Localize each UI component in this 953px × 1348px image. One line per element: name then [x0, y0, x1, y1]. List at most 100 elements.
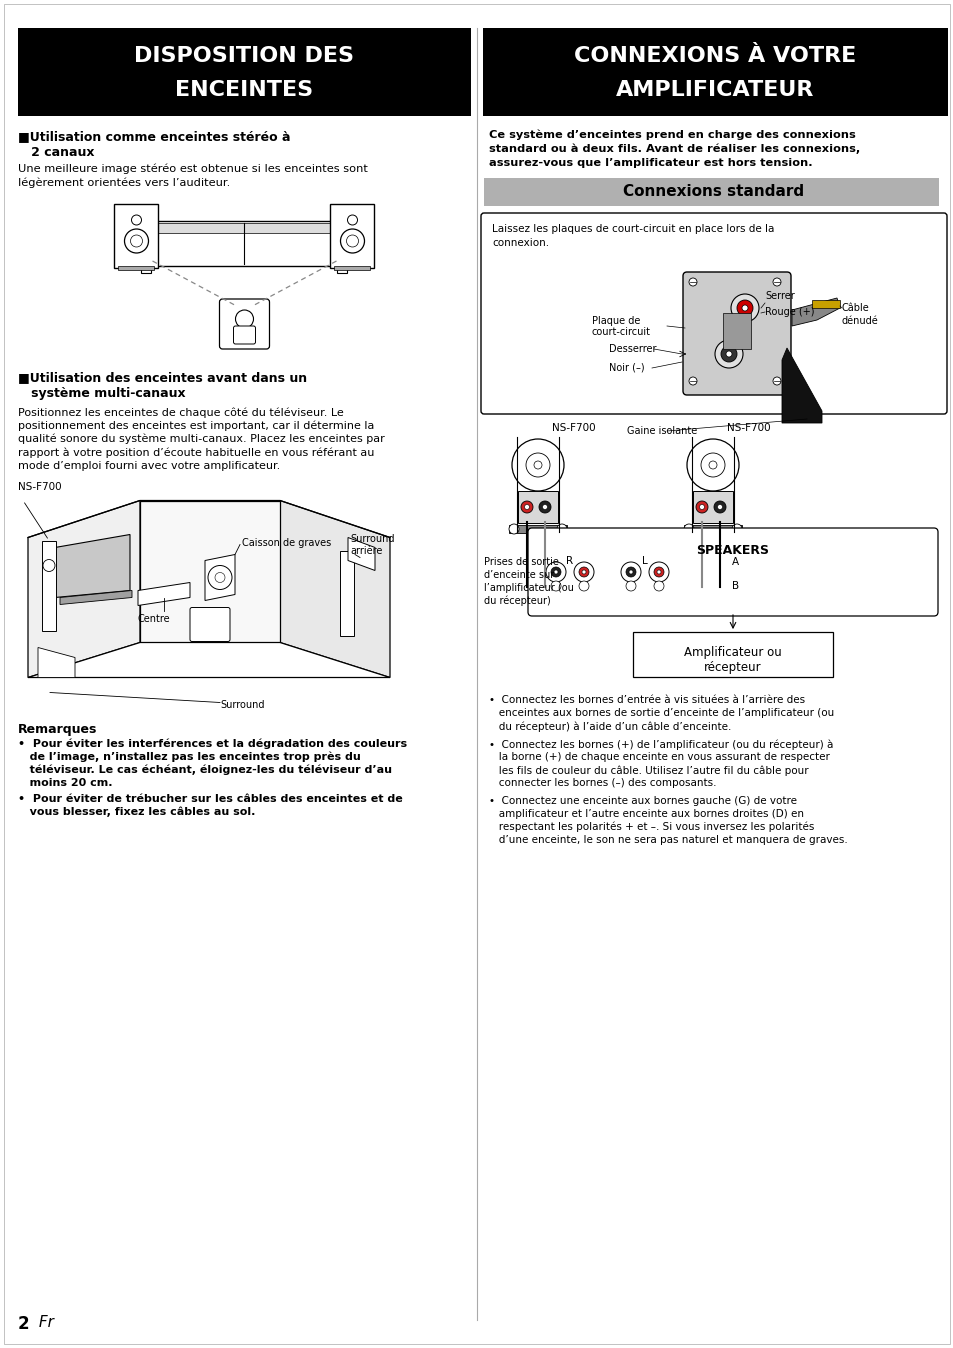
Text: d’une enceinte, le son ne sera pas naturel et manquera de graves.: d’une enceinte, le son ne sera pas natur…	[489, 834, 847, 845]
FancyBboxPatch shape	[219, 299, 269, 349]
Text: récepteur: récepteur	[703, 661, 761, 674]
Text: 2 canaux: 2 canaux	[18, 146, 94, 159]
Text: du récepteur): du récepteur)	[483, 596, 550, 607]
Circle shape	[628, 570, 633, 574]
Text: Gaine isolante: Gaine isolante	[626, 426, 697, 435]
FancyBboxPatch shape	[150, 221, 339, 266]
Text: Centre: Centre	[138, 615, 171, 624]
Circle shape	[714, 340, 742, 368]
Circle shape	[654, 568, 663, 577]
Polygon shape	[205, 554, 234, 600]
Circle shape	[654, 581, 663, 590]
Circle shape	[578, 581, 588, 590]
FancyBboxPatch shape	[42, 541, 56, 631]
Text: •  Pour éviter de trébucher sur les câbles des enceintes et de: • Pour éviter de trébucher sur les câble…	[18, 794, 402, 803]
Text: Serrer: Serrer	[764, 291, 794, 301]
FancyBboxPatch shape	[683, 524, 741, 532]
Text: enceintes aux bornes de sortie d’enceinte de l’amplificateur (ou: enceintes aux bornes de sortie d’enceint…	[489, 708, 833, 718]
Circle shape	[557, 524, 566, 534]
Circle shape	[551, 581, 560, 590]
Text: AMPLIFICATEUR: AMPLIFICATEUR	[616, 80, 814, 100]
Circle shape	[683, 524, 693, 534]
FancyBboxPatch shape	[339, 550, 354, 635]
FancyBboxPatch shape	[141, 218, 152, 274]
Text: d’enceinte sur: d’enceinte sur	[483, 570, 554, 580]
Circle shape	[696, 501, 707, 514]
Circle shape	[581, 570, 585, 574]
Text: Ce système d’enceintes prend en charge des connexions: Ce système d’enceintes prend en charge d…	[489, 129, 855, 140]
Text: positionnement des enceintes est important, car il détermine la: positionnement des enceintes est importa…	[18, 421, 374, 431]
Text: •  Connectez une enceinte aux bornes gauche (G) de votre: • Connectez une enceinte aux bornes gauc…	[489, 797, 796, 806]
Circle shape	[648, 562, 668, 582]
FancyBboxPatch shape	[811, 301, 840, 307]
Text: vous blesser, fixez les câbles au sol.: vous blesser, fixez les câbles au sol.	[18, 806, 255, 817]
Text: respectant les polarités + et –. Si vous inversez les polarités: respectant les polarités + et –. Si vous…	[489, 822, 814, 833]
Text: Caisson de graves: Caisson de graves	[242, 538, 331, 547]
Text: Noir (–): Noir (–)	[608, 363, 644, 373]
Text: l’amplificateur (ou: l’amplificateur (ou	[483, 582, 574, 593]
Text: •  Connectez les bornes d’entrée à vis situées à l’arrière des: • Connectez les bornes d’entrée à vis si…	[489, 696, 804, 705]
Text: Une meilleure image stéréo est obtenue si les enceintes sont: Une meilleure image stéréo est obtenue s…	[18, 164, 368, 174]
Text: de l’image, n’installez pas les enceintes trop près du: de l’image, n’installez pas les enceinte…	[18, 751, 360, 762]
Text: Fr: Fr	[34, 1316, 53, 1330]
Text: rapport à votre position d’écoute habituelle en vous référant au: rapport à votre position d’écoute habitu…	[18, 448, 374, 458]
Circle shape	[542, 504, 547, 510]
Circle shape	[625, 568, 636, 577]
Text: standard ou à deux fils. Avant de réaliser les connexions,: standard ou à deux fils. Avant de réalis…	[489, 144, 860, 155]
FancyBboxPatch shape	[114, 204, 158, 268]
Text: arrière: arrière	[350, 546, 382, 555]
Circle shape	[737, 301, 752, 315]
FancyBboxPatch shape	[18, 28, 471, 116]
Text: amplificateur et l’autre enceinte aux bornes droites (D) en: amplificateur et l’autre enceinte aux bo…	[489, 809, 803, 820]
Text: •  Connectez les bornes (+) de l’amplificateur (ou du récepteur) à: • Connectez les bornes (+) de l’amplific…	[489, 739, 833, 749]
FancyBboxPatch shape	[335, 266, 370, 270]
FancyBboxPatch shape	[152, 222, 337, 233]
FancyBboxPatch shape	[527, 528, 937, 616]
Circle shape	[574, 562, 594, 582]
Text: système multi-canaux: système multi-canaux	[18, 387, 186, 400]
FancyBboxPatch shape	[722, 313, 750, 349]
FancyBboxPatch shape	[480, 213, 946, 414]
FancyBboxPatch shape	[337, 218, 347, 274]
Text: Positionnez les enceintes de chaque côté du téléviseur. Le: Positionnez les enceintes de chaque côté…	[18, 407, 343, 418]
Text: ENCEINTES: ENCEINTES	[175, 80, 314, 100]
FancyBboxPatch shape	[483, 178, 938, 206]
FancyBboxPatch shape	[509, 524, 566, 532]
Circle shape	[688, 377, 697, 386]
Circle shape	[713, 501, 725, 514]
Circle shape	[524, 504, 529, 510]
Circle shape	[578, 568, 588, 577]
Text: qualité sonore du système multi-canaux. Placez les enceintes par: qualité sonore du système multi-canaux. …	[18, 434, 384, 445]
Text: •  Pour éviter les interférences et la dégradation des couleurs: • Pour éviter les interférences et la dé…	[18, 739, 407, 749]
Text: CONNEXIONS À VOTRE: CONNEXIONS À VOTRE	[574, 46, 856, 66]
Text: Rouge (+): Rouge (+)	[764, 307, 814, 317]
Polygon shape	[60, 590, 132, 604]
Text: connexion.: connexion.	[492, 239, 549, 248]
FancyBboxPatch shape	[233, 326, 255, 344]
Text: Câble: Câble	[841, 303, 869, 313]
Circle shape	[720, 346, 737, 363]
Text: Amplificateur ou: Amplificateur ou	[683, 646, 781, 659]
Text: Connexions standard: Connexions standard	[622, 185, 803, 200]
Text: NS-F700: NS-F700	[18, 483, 62, 492]
Text: DISPOSITION DES: DISPOSITION DES	[134, 46, 355, 66]
Polygon shape	[28, 500, 140, 678]
Text: R: R	[566, 555, 573, 566]
Text: ■Utilisation des enceintes avant dans un: ■Utilisation des enceintes avant dans un	[18, 371, 307, 384]
Circle shape	[551, 568, 560, 577]
Polygon shape	[791, 298, 840, 326]
Polygon shape	[55, 535, 130, 597]
Text: 2: 2	[18, 1316, 30, 1333]
Text: A: A	[731, 557, 739, 568]
Text: dénudé: dénudé	[841, 315, 878, 326]
Circle shape	[741, 305, 747, 311]
Text: Plaque de: Plaque de	[592, 315, 639, 326]
Circle shape	[538, 501, 551, 514]
Text: connecter les bornes (–) des composants.: connecter les bornes (–) des composants.	[489, 778, 716, 789]
Text: Remarques: Remarques	[18, 723, 97, 736]
Text: NS-F700: NS-F700	[552, 423, 596, 433]
Text: Prises de sortie: Prises de sortie	[483, 557, 558, 568]
Circle shape	[717, 504, 721, 510]
Text: mode d’emploi fourni avec votre amplificateur.: mode d’emploi fourni avec votre amplific…	[18, 461, 280, 470]
Text: Laissez les plaques de court-circuit en place lors de la: Laissez les plaques de court-circuit en …	[492, 224, 774, 235]
